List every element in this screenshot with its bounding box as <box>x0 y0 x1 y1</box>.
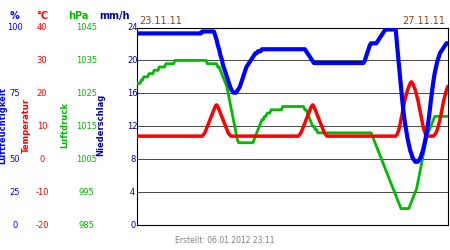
Text: 0: 0 <box>12 220 18 230</box>
Text: 100: 100 <box>7 23 22 32</box>
Text: Erstellt: 06.01.2012 23:11: Erstellt: 06.01.2012 23:11 <box>175 236 275 245</box>
Text: 0: 0 <box>39 155 45 164</box>
Text: °C: °C <box>36 11 48 21</box>
Text: 20: 20 <box>127 56 138 65</box>
Text: 8: 8 <box>130 155 135 164</box>
Text: Luftfeuchtigkeit: Luftfeuchtigkeit <box>0 86 8 164</box>
Text: 1045: 1045 <box>76 23 97 32</box>
Text: Luftdruck: Luftdruck <box>61 102 70 148</box>
Text: %: % <box>10 11 20 21</box>
Text: 12: 12 <box>127 122 138 131</box>
Text: 0: 0 <box>130 220 135 230</box>
Text: Temperatur: Temperatur <box>22 98 31 152</box>
Text: 24: 24 <box>127 23 138 32</box>
Text: 23.11.11: 23.11.11 <box>140 16 182 26</box>
Text: 995: 995 <box>79 188 95 196</box>
Text: 50: 50 <box>9 155 20 164</box>
Text: 30: 30 <box>36 56 47 65</box>
Text: hPa: hPa <box>68 11 89 21</box>
Text: 4: 4 <box>130 188 135 196</box>
Text: mm/h: mm/h <box>99 11 130 21</box>
Text: 1005: 1005 <box>76 155 97 164</box>
Text: -20: -20 <box>35 220 49 230</box>
Text: 27.11.11: 27.11.11 <box>402 16 446 26</box>
Text: 75: 75 <box>9 89 20 98</box>
Text: 10: 10 <box>36 122 47 131</box>
Text: 1035: 1035 <box>76 56 97 65</box>
Text: -10: -10 <box>35 188 49 196</box>
Text: 16: 16 <box>127 89 138 98</box>
Text: 1025: 1025 <box>76 89 97 98</box>
Text: 985: 985 <box>79 220 95 230</box>
Text: 20: 20 <box>36 89 47 98</box>
Text: Niederschlag: Niederschlag <box>97 94 106 156</box>
Text: 25: 25 <box>9 188 20 196</box>
Text: 1015: 1015 <box>76 122 97 131</box>
Text: 40: 40 <box>36 23 47 32</box>
